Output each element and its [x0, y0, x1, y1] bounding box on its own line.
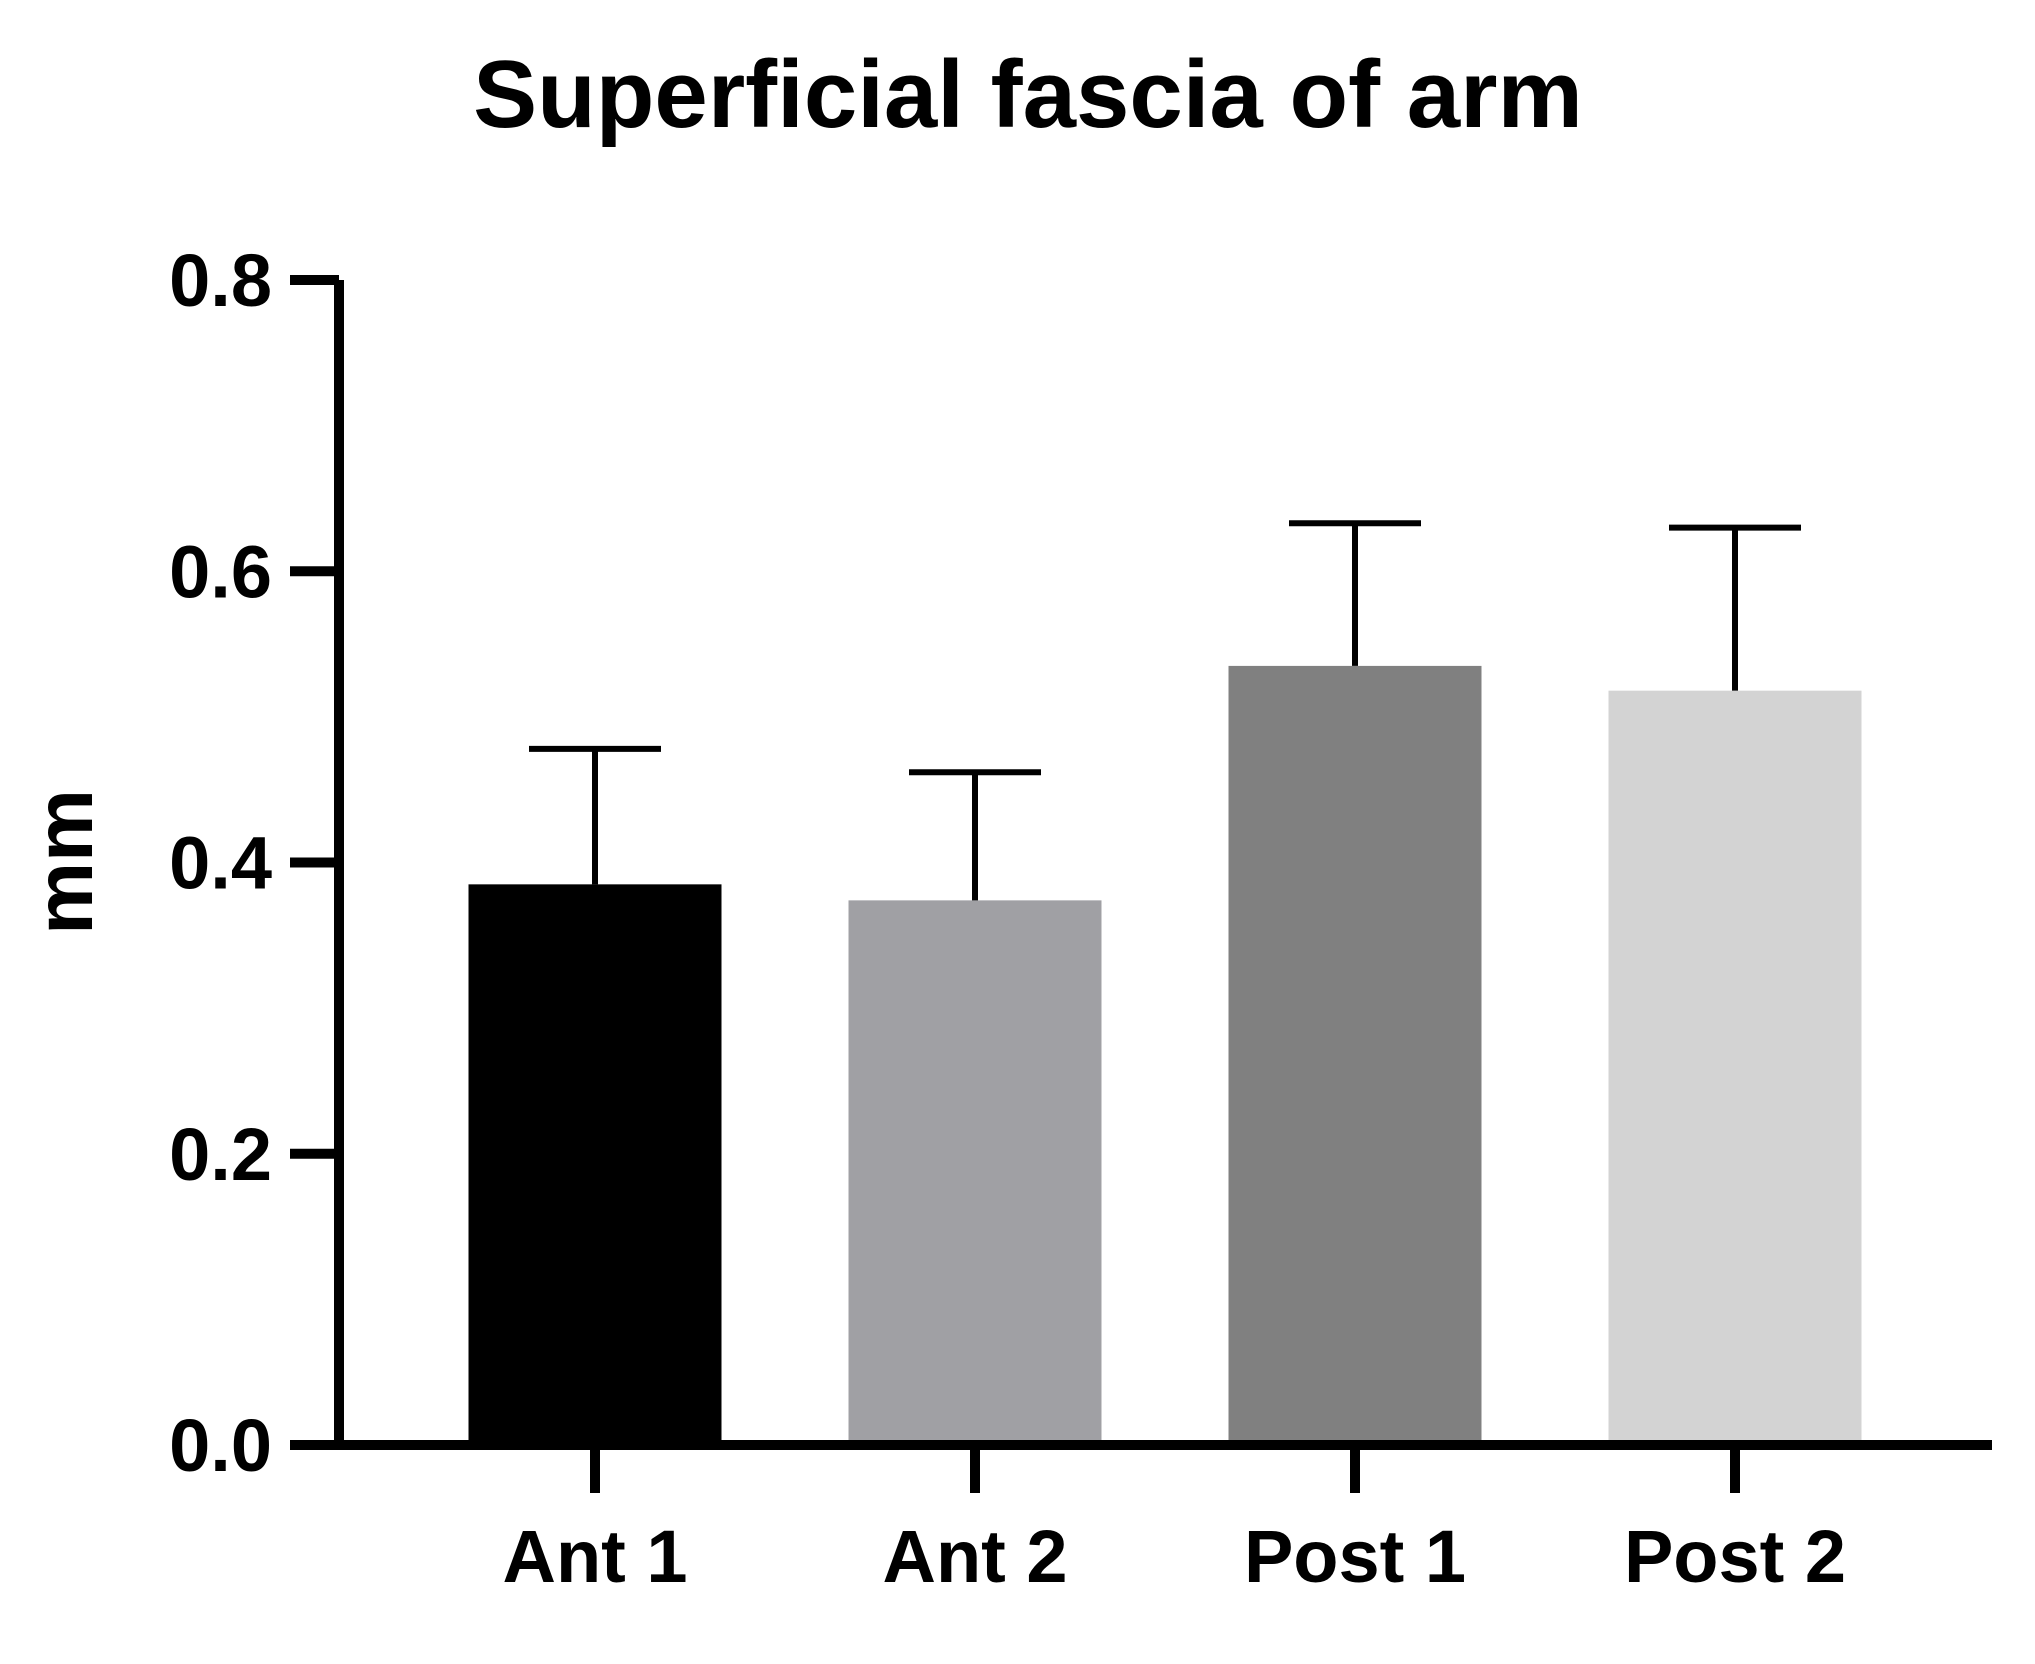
- y-tick-label: 0.0: [169, 1404, 272, 1487]
- error-bars: [529, 520, 1801, 901]
- y-tick-label: 0.6: [169, 530, 272, 613]
- y-axis-label: mm: [19, 789, 110, 935]
- bar-ant-2: [848, 900, 1102, 1440]
- x-tick-label: Post 2: [1624, 1515, 1846, 1598]
- chart-title: Superficial fascia of arm: [473, 41, 1583, 148]
- x-tick-label: Ant 1: [503, 1515, 688, 1598]
- y-tick-label: 0.2: [169, 1113, 272, 1196]
- x-ticks: Ant 1 Ant 2 Post 1 Post 2: [503, 1445, 1846, 1598]
- x-tick-label: Ant 2: [883, 1515, 1068, 1598]
- bars: [468, 665, 1862, 1440]
- bar-ant-1: [468, 884, 722, 1440]
- y-tick-label: 0.8: [169, 239, 272, 322]
- bar-post-1: [1228, 665, 1482, 1440]
- y-tick-label: 0.4: [169, 822, 272, 905]
- y-ticks: 0.0 0.2 0.4 0.6 0.8: [169, 239, 339, 1487]
- bar-post-2: [1608, 690, 1862, 1440]
- x-tick-label: Post 1: [1244, 1515, 1466, 1598]
